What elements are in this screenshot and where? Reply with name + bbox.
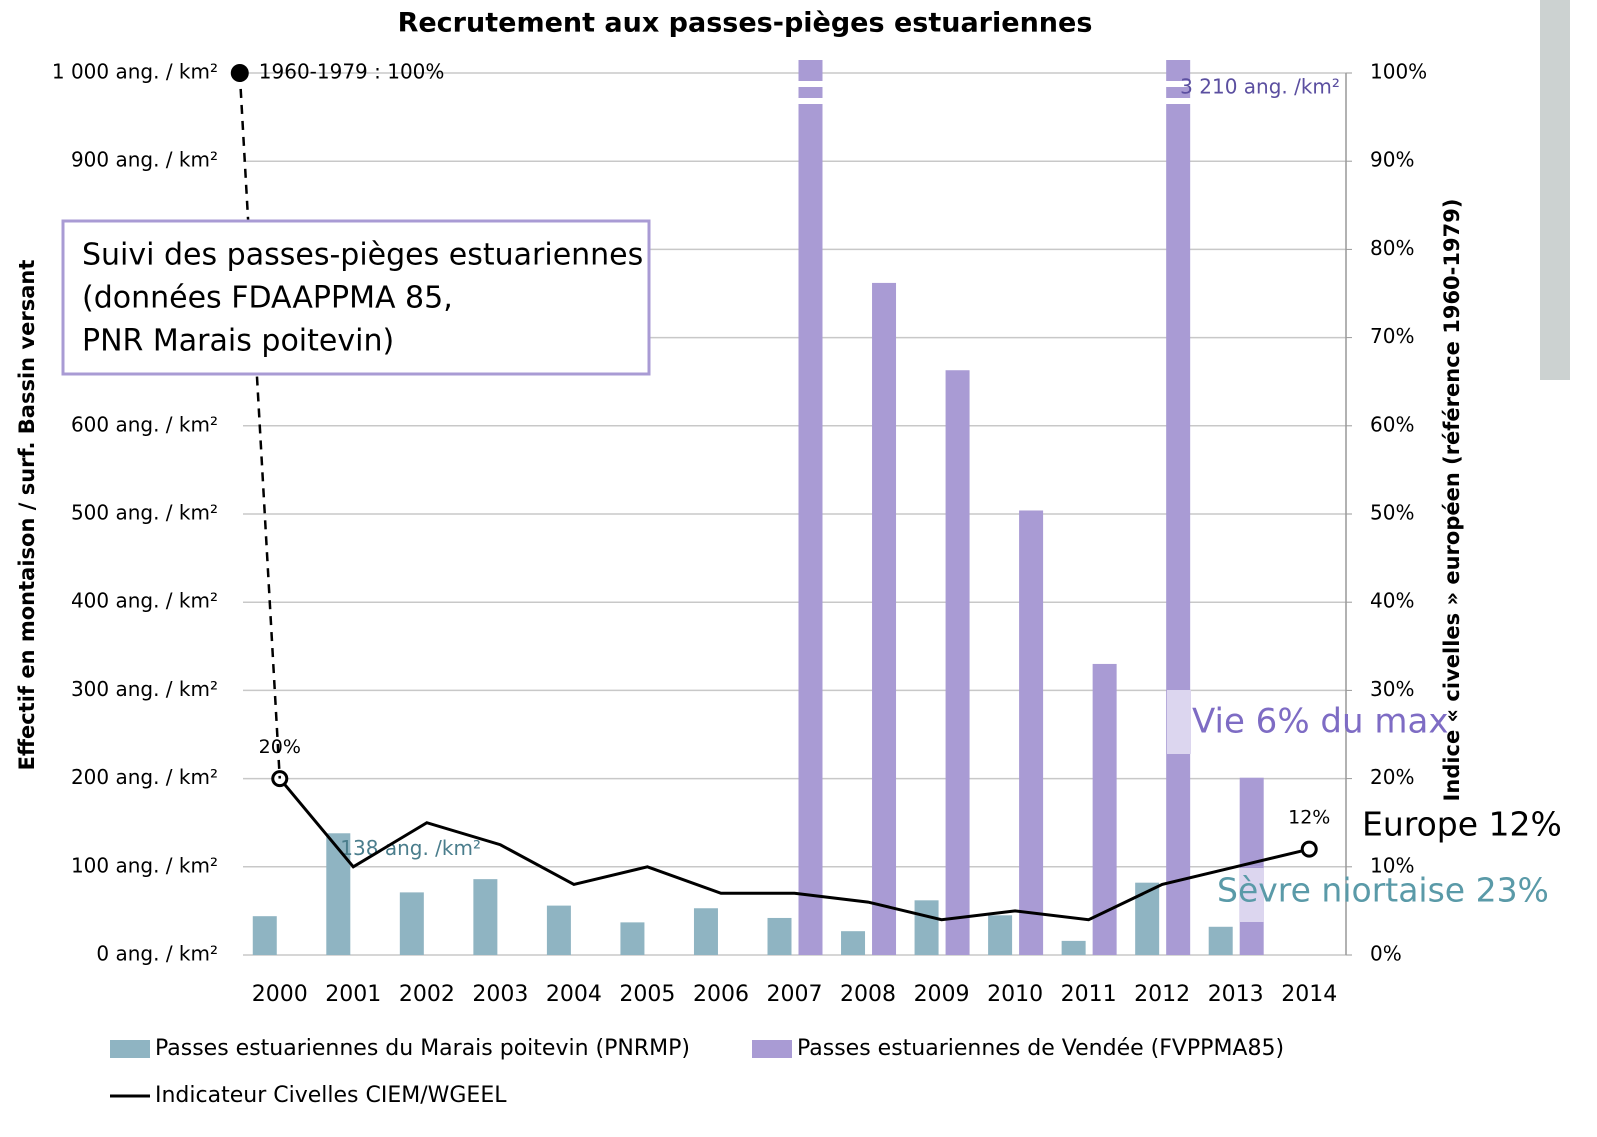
bar <box>620 922 645 955</box>
x-tick-label: 2013 <box>1208 982 1264 1007</box>
y2-tick-label: 10% <box>1370 853 1414 877</box>
y2-tick-label: 60% <box>1370 412 1414 436</box>
textbox-line: PNR Marais poitevin) <box>82 324 394 359</box>
annotation: Sèvre niortaise 23% <box>1217 871 1549 910</box>
textbox <box>61 219 651 376</box>
y2-tick-label: 90% <box>1370 148 1414 172</box>
legend-label: Passes estuariennes du Marais poitevin (… <box>155 1036 690 1061</box>
y2-tick-label: 20% <box>1370 765 1414 789</box>
reference-label: 1960-1979 : 100% <box>259 60 445 84</box>
legend-swatch <box>110 1040 150 1058</box>
bar-break <box>1165 98 1192 104</box>
line-series <box>278 777 1310 922</box>
y-axis-title: Effectif en montaison / surf. Bassin ver… <box>15 260 39 771</box>
y2-tick-label: 50% <box>1370 501 1414 525</box>
bar <box>872 282 897 955</box>
annotation: Vie 6% du max <box>1192 702 1448 742</box>
legend-swatch <box>752 1040 792 1058</box>
y-tick-label: 1 000 ang. / km² <box>52 60 218 84</box>
data-label: 12% <box>1288 807 1330 829</box>
bar <box>546 905 571 955</box>
bar <box>1166 60 1191 955</box>
x-tick-label: 2010 <box>987 982 1043 1007</box>
x-tick-label: 2003 <box>472 982 528 1007</box>
data-label: 3 210 ang. /km² <box>1180 75 1340 99</box>
data-label: 20% <box>259 736 301 758</box>
annotation-bg <box>1240 868 1264 922</box>
bar <box>988 915 1013 955</box>
y2-tick-label: 80% <box>1370 236 1414 260</box>
x-tick-label: 2011 <box>1061 982 1117 1007</box>
x-tick-label: 2006 <box>693 982 749 1007</box>
bar <box>1208 926 1233 955</box>
line-marker <box>1300 840 1318 858</box>
chart-title: Recrutement aux passes-pièges estuarienn… <box>398 8 1093 39</box>
photo-edge <box>1540 0 1570 380</box>
bar-break <box>797 98 824 104</box>
y-tick-label: 0 ang. / km² <box>96 942 218 966</box>
x-tick-label: 2005 <box>619 982 675 1007</box>
legend-label: Indicateur Civelles CIEM/WGEEL <box>155 1083 507 1108</box>
bar <box>1019 510 1044 955</box>
bar <box>767 917 792 955</box>
bar <box>326 833 351 955</box>
x-tick-label: 2000 <box>252 982 308 1007</box>
y-tick-label: 200 ang. / km² <box>71 765 218 789</box>
bar <box>693 908 718 955</box>
bar-break <box>1165 81 1192 87</box>
bar <box>914 900 939 955</box>
reference-marker <box>230 64 249 82</box>
reference-connector <box>238 72 282 779</box>
textbox-line: (données FDAAPPMA 85, <box>82 281 453 316</box>
y2-tick-label: 30% <box>1370 677 1414 701</box>
x-tick-label: 2007 <box>767 982 823 1007</box>
annotation: Europe 12% <box>1362 805 1562 844</box>
textbox-line: Suivi des passes-pièges estuariennes <box>82 238 643 273</box>
x-tick-label: 2012 <box>1134 982 1190 1007</box>
y2-tick-label: 100% <box>1370 60 1427 84</box>
bar <box>252 916 277 955</box>
y-tick-label: 500 ang. / km² <box>71 501 218 525</box>
x-tick-label: 2002 <box>399 982 455 1007</box>
legend-label: Passes estuariennes de Vendée (FVPPMA85) <box>797 1036 1284 1061</box>
bar <box>798 60 823 955</box>
bar <box>473 879 498 955</box>
x-tick-label: 2001 <box>325 982 381 1007</box>
y-tick-label: 900 ang. / km² <box>71 148 218 172</box>
x-tick-label: 2008 <box>840 982 896 1007</box>
y-tick-label: 300 ang. / km² <box>71 677 218 701</box>
x-tick-label: 2014 <box>1281 982 1337 1007</box>
y2-tick-label: 70% <box>1370 324 1414 348</box>
data-label: 138 ang. /km² <box>340 836 481 860</box>
bar <box>841 931 866 955</box>
y-tick-label: 600 ang. / km² <box>71 412 218 436</box>
bar <box>399 892 424 955</box>
x-tick-label: 2009 <box>914 982 970 1007</box>
y2-tick-label: 0% <box>1370 942 1402 966</box>
annotation-bg <box>1167 690 1191 754</box>
y2-tick-label: 40% <box>1370 589 1414 613</box>
x-tick-label: 2004 <box>546 982 602 1007</box>
y-tick-label: 100 ang. / km² <box>71 853 218 877</box>
y2-axis-title: Indice « civelles » européen (référence … <box>1440 199 1464 802</box>
bar <box>1092 663 1117 955</box>
bar <box>945 370 970 955</box>
bar-break <box>797 81 824 87</box>
y-tick-label: 400 ang. / km² <box>71 589 218 613</box>
bar <box>1061 940 1086 955</box>
bar <box>1135 882 1160 955</box>
plot-area <box>252 60 1264 955</box>
